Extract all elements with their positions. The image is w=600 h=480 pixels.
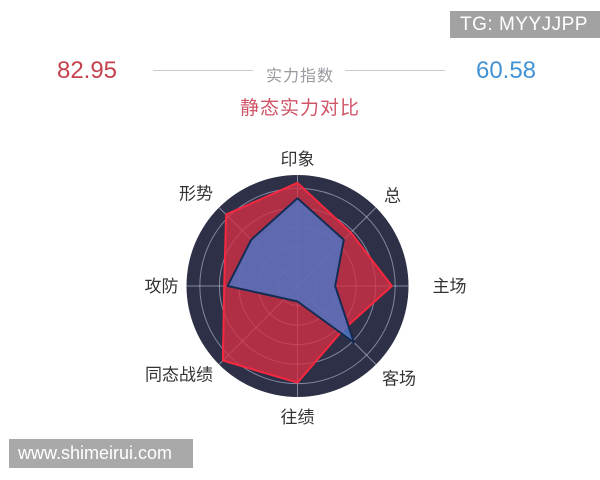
axis-label-2: 主场	[433, 277, 467, 296]
home-score: 82.95	[56, 57, 118, 84]
axis-label-6: 攻防	[145, 277, 179, 296]
chart-title: 静态实力对比	[239, 98, 360, 119]
axis-label-4: 往绩	[281, 408, 315, 427]
radar-series-away-polygon	[226, 197, 355, 344]
axis-label-0: 印象	[281, 150, 315, 169]
divider-line-right	[345, 70, 445, 71]
away-score: 60.58	[475, 57, 537, 84]
strength-index-label: 实力指数	[265, 68, 334, 85]
axis-label-7: 形势	[179, 185, 213, 204]
axis-label-5: 同态战绩	[145, 365, 213, 384]
tg-watermark-badge: TG: MYYJJPP	[450, 11, 600, 38]
site-watermark: www.shimeirui.com	[9, 439, 193, 468]
axis-label-1: 总	[384, 187, 401, 206]
axis-label-3: 客场	[382, 369, 416, 388]
divider-line-left	[153, 70, 253, 71]
